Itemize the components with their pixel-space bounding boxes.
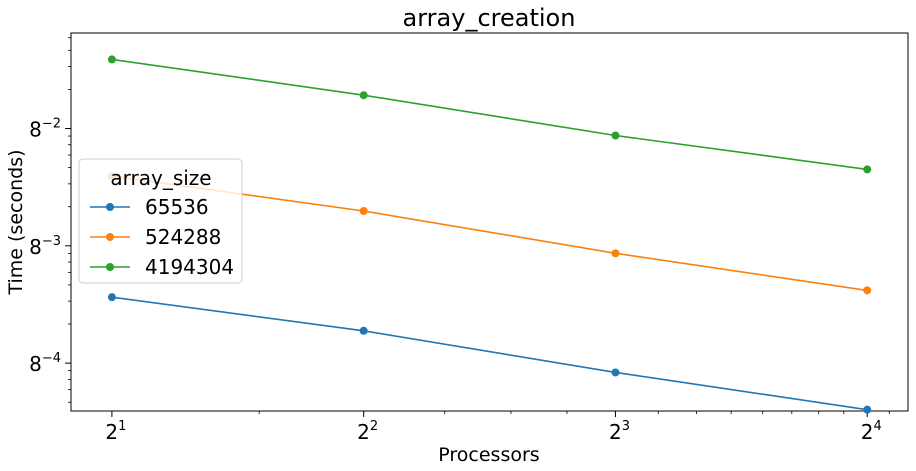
data-point — [107, 293, 116, 302]
y-tick-label: 8−2 — [29, 117, 61, 142]
data-point — [359, 91, 368, 100]
legend-box — [78, 158, 243, 284]
y-tick-label: 8−3 — [29, 234, 61, 259]
y-axis-ticks: 8−2 8−3 8−4 — [29, 37, 71, 403]
legend-entry: 65536 — [90, 195, 209, 219]
x-axis-label: Processors — [438, 444, 539, 466]
series-line — [111, 58, 868, 171]
legend-swatch-marker — [106, 263, 114, 271]
x-tick-label: 22 — [357, 419, 378, 444]
data-point — [359, 207, 368, 216]
legend-label: 524288 — [145, 225, 221, 249]
legend-swatch-marker — [106, 203, 114, 211]
x-axis-ticks: 21 22 23 24 — [105, 411, 890, 444]
data-point — [611, 131, 620, 140]
data-point — [611, 368, 620, 377]
x-tick-label: 21 — [105, 419, 126, 444]
data-point — [863, 165, 872, 174]
legend-title: array_size — [110, 166, 211, 190]
legend-entries: 65536 524288 4194304 — [90, 195, 234, 279]
data-point — [863, 286, 872, 295]
legend: array_size 65536 524288 4194304 — [78, 158, 243, 284]
data-point — [107, 55, 116, 64]
x-tick-label: 24 — [861, 419, 882, 444]
y-axis-label: Time (seconds) — [5, 149, 27, 295]
series-line — [111, 296, 868, 411]
legend-label: 65536 — [145, 195, 209, 219]
legend-label: 4194304 — [145, 255, 234, 279]
data-point — [359, 326, 368, 335]
y-tick-label: 8−4 — [29, 351, 61, 376]
series-4194304 — [107, 55, 872, 174]
series-65536 — [107, 293, 872, 414]
legend-swatch-marker — [106, 233, 114, 241]
plot-frame — [70, 32, 909, 412]
x-tick-label: 23 — [609, 419, 630, 444]
legend-entry: 524288 — [90, 225, 221, 249]
data-point — [863, 405, 872, 414]
data-point — [611, 249, 620, 258]
chart-title: array_creation — [403, 4, 576, 32]
legend-entry: 4194304 — [90, 255, 234, 279]
